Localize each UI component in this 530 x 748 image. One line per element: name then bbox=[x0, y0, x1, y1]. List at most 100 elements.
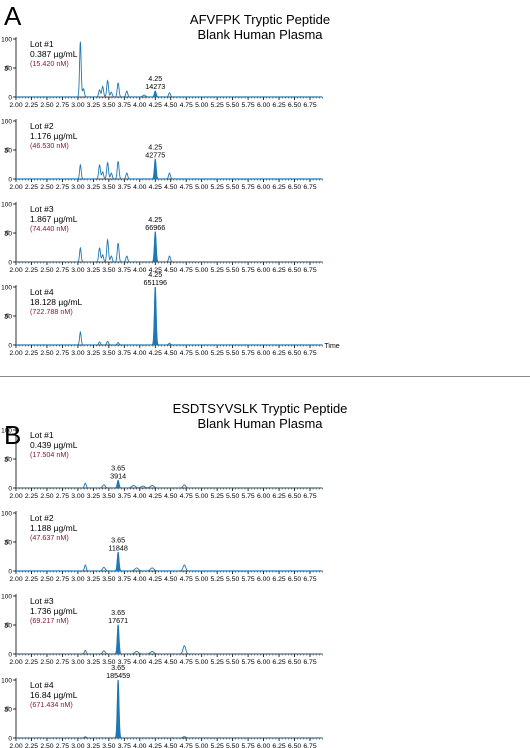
x-tick-label: 6.75 bbox=[303, 493, 316, 500]
x-tick-label: 2.25 bbox=[25, 743, 38, 748]
concentration-label: 1.176 µg/mL bbox=[30, 131, 78, 141]
y-tick-label: 0 bbox=[8, 486, 12, 493]
concentration-label: 1.867 µg/mL bbox=[30, 214, 78, 224]
x-tick-label: 4.25 bbox=[149, 267, 162, 274]
x-tick-label: 5.50 bbox=[226, 743, 239, 748]
x-tick-label: 5.75 bbox=[241, 184, 254, 191]
y-tick-label: 50 bbox=[5, 623, 13, 630]
x-tick-label: 2.00 bbox=[9, 350, 22, 357]
x-tick-label: 3.25 bbox=[87, 743, 100, 748]
peak-area-label: 66966 bbox=[145, 223, 165, 232]
x-tick-label: 3.50 bbox=[102, 576, 115, 583]
target-peak-fill bbox=[151, 90, 159, 98]
x-tick-label: 6.00 bbox=[257, 743, 270, 748]
chromatogram-trace bbox=[16, 479, 323, 489]
x-tick-label: 5.25 bbox=[211, 576, 224, 583]
x-tick-label: 4.00 bbox=[133, 267, 146, 274]
molar-concentration-label: (17.504 nM) bbox=[30, 450, 69, 459]
x-tick-label: 5.00 bbox=[195, 493, 208, 500]
x-tick-label: 5.00 bbox=[195, 184, 208, 191]
molar-concentration-label: (74.440 nM) bbox=[30, 224, 69, 233]
x-tick-label: 5.00 bbox=[195, 102, 208, 109]
x-tick-label: 3.00 bbox=[71, 576, 84, 583]
panel-title-line1: ESDTSYVSLK Tryptic Peptide bbox=[173, 401, 348, 416]
x-tick-label: 5.25 bbox=[211, 350, 224, 357]
x-tick-label: 4.00 bbox=[133, 743, 146, 748]
concentration-label: 0.387 µg/mL bbox=[30, 49, 78, 59]
x-tick-label: 6.50 bbox=[288, 267, 301, 274]
x-tick-label: 2.00 bbox=[9, 267, 22, 274]
x-tick-label: 4.75 bbox=[180, 184, 193, 191]
y-tick-label: 100 bbox=[1, 37, 12, 44]
x-tick-label: 5.50 bbox=[226, 267, 239, 274]
x-tick-label: 4.75 bbox=[180, 659, 193, 666]
x-tick-label: 3.75 bbox=[118, 493, 131, 500]
y-tick-label: 50 bbox=[5, 540, 13, 547]
molar-concentration-label: (47.637 nM) bbox=[30, 533, 69, 542]
concentration-label: 18.128 µg/mL bbox=[30, 297, 82, 307]
x-tick-label: 4.75 bbox=[180, 267, 193, 274]
lot-label: Lot #3 bbox=[30, 204, 54, 214]
x-tick-label: 3.00 bbox=[71, 743, 84, 748]
x-tick-label: 3.25 bbox=[87, 493, 100, 500]
x-tick-label: 3.00 bbox=[71, 493, 84, 500]
molar-concentration-label: (46.530 nM) bbox=[30, 141, 69, 150]
x-tick-label: 3.00 bbox=[71, 267, 84, 274]
x-tick-label: 5.50 bbox=[226, 659, 239, 666]
x-tick-label: 5.50 bbox=[226, 493, 239, 500]
x-tick-label: 5.25 bbox=[211, 743, 224, 748]
x-tick-label: 3.75 bbox=[118, 659, 131, 666]
x-tick-label: 4.50 bbox=[164, 659, 177, 666]
y-tick-label: 0 bbox=[8, 95, 12, 102]
x-tick-label: 3.75 bbox=[118, 102, 131, 109]
x-tick-label: 4.00 bbox=[133, 493, 146, 500]
lot-label: Lot #2 bbox=[30, 121, 54, 131]
chromatogram-trace bbox=[16, 158, 323, 180]
x-tick-label: 5.25 bbox=[211, 659, 224, 666]
peak-rt-label: 3.65 bbox=[111, 608, 125, 617]
x-tick-label: 6.25 bbox=[272, 493, 285, 500]
x-tick-label: 2.75 bbox=[56, 576, 69, 583]
peak-rt-label: 4.25 bbox=[148, 270, 162, 279]
x-tick-label: 4.25 bbox=[149, 184, 162, 191]
x-tick-label: 3.00 bbox=[71, 184, 84, 191]
x-tick-label: 4.75 bbox=[180, 493, 193, 500]
y-axis-label: % bbox=[4, 230, 11, 236]
x-tick-label: 2.25 bbox=[25, 659, 38, 666]
x-tick-label: 4.25 bbox=[149, 659, 162, 666]
x-tick-label: 5.75 bbox=[241, 267, 254, 274]
x-tick-label: 6.25 bbox=[272, 102, 285, 109]
x-tick-label: 4.25 bbox=[149, 576, 162, 583]
x-tick-label: 3.50 bbox=[102, 102, 115, 109]
x-tick-label: 5.00 bbox=[195, 743, 208, 748]
y-tick-label: 100 bbox=[1, 285, 12, 292]
target-peak-fill bbox=[114, 624, 122, 655]
peak-area-label: 14273 bbox=[145, 82, 165, 91]
peak-rt-label: 3.65 bbox=[111, 535, 125, 544]
y-axis-label: % bbox=[4, 65, 11, 71]
x-tick-label: 4.00 bbox=[133, 350, 146, 357]
x-tick-label: 5.75 bbox=[241, 493, 254, 500]
x-tick-label: 2.25 bbox=[25, 493, 38, 500]
x-tick-label: 5.25 bbox=[211, 102, 224, 109]
x-tick-label: 2.00 bbox=[9, 102, 22, 109]
lot-label: Lot #3 bbox=[30, 596, 54, 606]
panel-letter-A: A bbox=[4, 1, 22, 31]
x-tick-label: 3.25 bbox=[87, 350, 100, 357]
concentration-label: 16.84 µg/mL bbox=[30, 690, 78, 700]
target-peak-fill bbox=[114, 551, 122, 572]
y-tick-label: 0 bbox=[8, 652, 12, 659]
x-tick-label: 4.50 bbox=[164, 493, 177, 500]
x-tick-label: 4.25 bbox=[149, 350, 162, 357]
target-peak-fill bbox=[114, 679, 122, 739]
peak-rt-label: 4.25 bbox=[148, 215, 162, 224]
x-tick-label: 2.25 bbox=[25, 184, 38, 191]
peak-area-label: 3914 bbox=[110, 471, 126, 480]
x-tick-label: 2.00 bbox=[9, 493, 22, 500]
x-tick-label: 4.50 bbox=[164, 267, 177, 274]
x-tick-label: 2.25 bbox=[25, 350, 38, 357]
molar-concentration-label: (15.420 nM) bbox=[30, 59, 69, 68]
x-axis-label: Time bbox=[324, 343, 339, 350]
y-tick-label: 0 bbox=[8, 736, 12, 743]
x-tick-label: 6.50 bbox=[288, 576, 301, 583]
